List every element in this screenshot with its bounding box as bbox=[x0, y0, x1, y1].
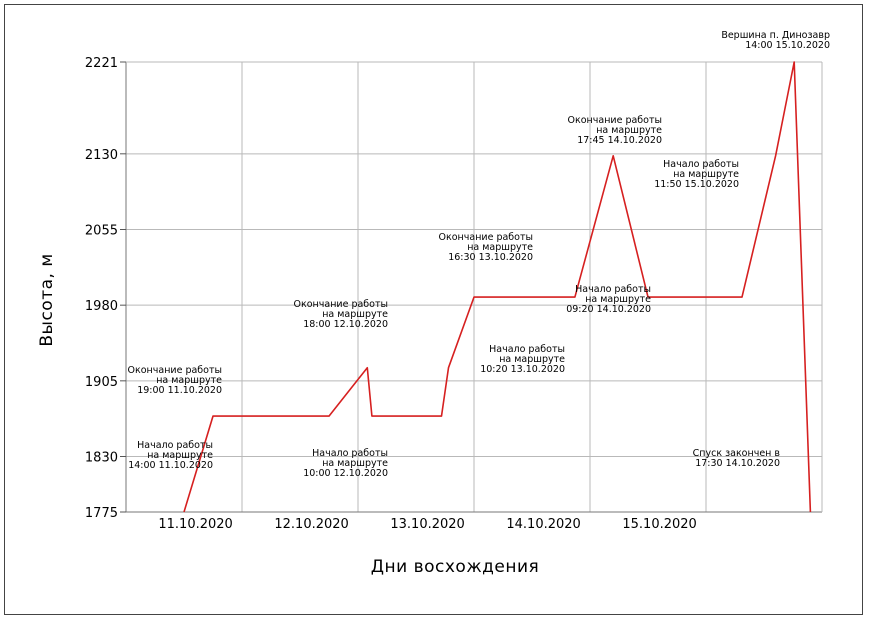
annotation-line: на маршруте bbox=[322, 458, 388, 469]
x-tick-labels: 11.10.2020 12.10.2020 13.10.2020 14.10.2020… bbox=[158, 517, 696, 532]
annotation-line: 16:30 13.10.2020 bbox=[448, 252, 533, 263]
annotation-line: 10:20 13.10.2020 bbox=[480, 364, 565, 375]
annotation-line: 14:00 11.10.2020 bbox=[128, 460, 213, 471]
annotation-line: 14:00 15.10.2020 bbox=[745, 40, 830, 51]
y-tick-label: 1775 bbox=[85, 506, 118, 521]
annotation-line: 09:20 14.10.2020 bbox=[566, 304, 651, 315]
y-tick-label: 1905 bbox=[85, 375, 118, 390]
annotation: Окончание работы на маршруте 18:00 12.10.2… bbox=[294, 299, 389, 330]
series-layer bbox=[183, 61, 812, 513]
x-tick-label: 14.10.2020 bbox=[506, 517, 580, 532]
y-tick-label: 1980 bbox=[85, 299, 118, 314]
annotation: Спуск закончен в 17:30 14.10.2020 bbox=[693, 448, 781, 469]
altitude-line bbox=[183, 61, 812, 513]
annotation: Начало работы на маршруте 10:20 13.10.2020 bbox=[480, 344, 565, 375]
annotation-line: Начало работы bbox=[137, 440, 213, 451]
annotation-line: Начало работы bbox=[663, 159, 739, 170]
annotation: Начало работы на маршруте 11:50 15.10.2020 bbox=[654, 159, 739, 190]
annotation-line: 11:50 15.10.2020 bbox=[654, 179, 739, 190]
grid bbox=[125, 61, 823, 513]
annotation-line: 18:00 12.10.2020 bbox=[303, 319, 388, 330]
annotation: Начало работы на маршруте 10:00 12.10.2020 bbox=[303, 448, 388, 479]
annotation-line: Начало работы bbox=[312, 448, 388, 459]
annotation-line: на маршруте bbox=[673, 169, 739, 180]
y-tick-label: 1830 bbox=[85, 451, 118, 466]
y-axis-label: Высота, м bbox=[37, 253, 57, 346]
y-tick-labels: 1775 1830 1905 1980 2055 2130 2221 bbox=[85, 56, 126, 521]
y-tick-label: 2221 bbox=[85, 56, 118, 71]
annotation-line: 10:00 12.10.2020 bbox=[303, 468, 388, 479]
annotation: Окончание работы на маршруте 19:00 11.10.2… bbox=[128, 365, 223, 396]
annotation: Начало работы на маршруте 14:00 11.10.2020 bbox=[128, 440, 213, 471]
annotation-line: на маршруте bbox=[499, 354, 565, 365]
annotation: Окончание работы на маршруте 17:45 14.10.2… bbox=[568, 115, 663, 146]
y-tick-label: 2055 bbox=[85, 223, 118, 238]
annotation: Начало работы на маршруте 09:20 14.10.2020 bbox=[566, 284, 651, 315]
annotation-line: Спуск закончен в bbox=[693, 448, 781, 459]
annotation-line: Окончание работы bbox=[128, 365, 222, 376]
annotation-line: на маршруте bbox=[467, 242, 533, 253]
annotations: Начало работы на маршруте 14:00 11.10.2020… bbox=[128, 30, 830, 479]
annotation-line: 19:00 11.10.2020 bbox=[137, 385, 222, 396]
annotation-line: Начало работы bbox=[575, 284, 651, 295]
x-tick-label: 13.10.2020 bbox=[390, 517, 464, 532]
annotation-line: Окончание работы bbox=[294, 299, 388, 310]
annotation-line: 17:45 14.10.2020 bbox=[577, 135, 662, 146]
figure-frame bbox=[4, 4, 863, 615]
annotation-line: Окончание работы bbox=[439, 232, 533, 243]
x-tick-label: 12.10.2020 bbox=[274, 517, 348, 532]
annotation: Вершина п. Динозавр 14:00 15.10.2020 bbox=[721, 30, 830, 51]
annotation-line: на маршруте bbox=[147, 450, 213, 461]
annotation-line: на маршруте bbox=[596, 125, 662, 136]
x-tick-label: 15.10.2020 bbox=[622, 517, 696, 532]
annotation-line: Начало работы bbox=[489, 344, 565, 355]
annotation: Окончание работы на маршруте 16:30 13.10.2… bbox=[439, 232, 534, 263]
x-tick-label: 11.10.2020 bbox=[158, 517, 232, 532]
annotation-line: на маршруте bbox=[156, 375, 222, 386]
y-tick-label: 2130 bbox=[85, 148, 118, 163]
x-axis-label: Дни восхождения bbox=[371, 557, 540, 577]
annotation-line: на маршруте bbox=[585, 294, 651, 305]
annotation-line: 17:30 14.10.2020 bbox=[695, 458, 780, 469]
annotation-line: Вершина п. Динозавр bbox=[721, 30, 830, 41]
annotation-line: на маршруте bbox=[322, 309, 388, 320]
annotation-line: Окончание работы bbox=[568, 115, 662, 126]
